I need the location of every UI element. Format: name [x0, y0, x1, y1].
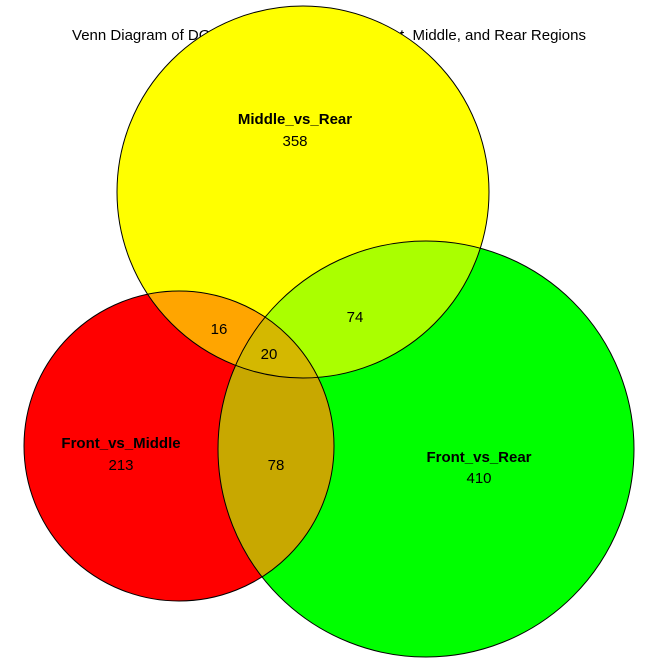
- count-front-middle-only: 213: [108, 457, 133, 474]
- count-middle-only: 358: [282, 133, 307, 150]
- set-label-front-vs-middle: Front_vs_Middle: [61, 435, 180, 452]
- outline-middle-vs-rear: [116, 5, 490, 379]
- count-front-rear-only: 410: [466, 470, 491, 487]
- set-label-front-vs-rear: Front_vs_Rear: [426, 449, 531, 466]
- outline-front-vs-rear: [217, 240, 635, 658]
- count-middle-and-front-middle: 16: [211, 321, 228, 338]
- count-all-three: 20: [261, 346, 278, 363]
- set-label-middle-vs-rear: Middle_vs_Rear: [238, 111, 352, 128]
- overlap-region-middle-front-rear: [218, 241, 489, 378]
- count-front-middle-and-front-rear: 78: [268, 457, 285, 474]
- count-middle-and-front-rear: 74: [347, 309, 364, 326]
- outline-front-vs-middle: [23, 290, 335, 602]
